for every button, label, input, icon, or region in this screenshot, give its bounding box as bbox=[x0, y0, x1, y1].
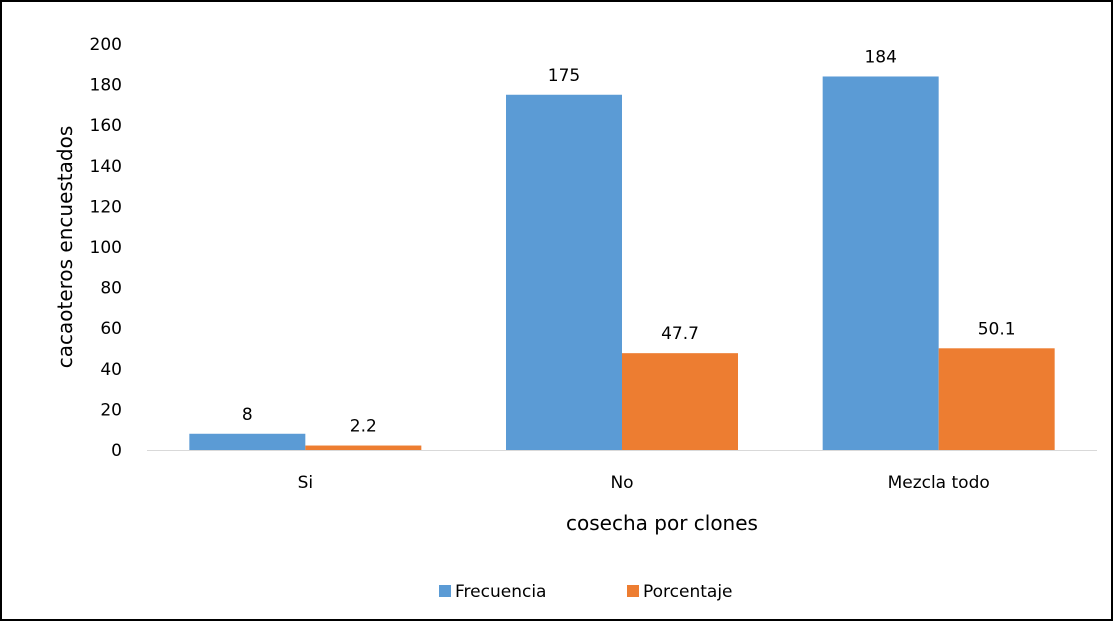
data-label-frecuencia-2: 184 bbox=[864, 47, 896, 67]
data-label-porcentaje-0: 2.2 bbox=[350, 417, 377, 437]
y-tick-label: 80 bbox=[100, 279, 122, 299]
y-tick-label: 0 bbox=[111, 441, 122, 461]
legend-swatch-porcentaje bbox=[627, 585, 639, 597]
y-tick-label: 20 bbox=[100, 400, 122, 420]
legend-label-porcentaje: Porcentaje bbox=[643, 582, 733, 602]
y-tick-label: 160 bbox=[90, 116, 122, 136]
bar-porcentaje-0 bbox=[305, 445, 422, 450]
x-tick-labels: Si No Mezcla todo bbox=[298, 473, 990, 493]
legend-label-frecuencia: Frecuencia bbox=[455, 582, 546, 602]
x-axis-title: cosecha por clones bbox=[566, 511, 758, 535]
y-tick-label: 100 bbox=[90, 238, 122, 258]
x-tick-label: Mezcla todo bbox=[888, 473, 990, 493]
bar-porcentaje-1 bbox=[622, 353, 738, 450]
data-label-frecuencia-0: 8 bbox=[242, 405, 253, 425]
y-tick-label: 200 bbox=[90, 35, 122, 55]
y-tick-label: 180 bbox=[90, 76, 122, 96]
y-tick-labels: 0 20 40 60 80 100 120 140 160 180 200 bbox=[90, 35, 122, 461]
data-label-porcentaje-2: 50.1 bbox=[978, 319, 1016, 339]
y-tick-label: 60 bbox=[100, 319, 122, 339]
bars bbox=[189, 76, 1055, 450]
bar-porcentaje-2 bbox=[938, 348, 1055, 450]
data-label-porcentaje-1: 47.7 bbox=[661, 324, 699, 344]
bar-frecuencia-2 bbox=[822, 76, 939, 450]
x-tick-label: Si bbox=[298, 473, 314, 493]
bar-frecuencia-1 bbox=[506, 94, 622, 450]
legend-swatch-frecuencia bbox=[439, 585, 451, 597]
data-labels: 8 2.2 175 47.7 184 50.1 bbox=[242, 47, 1016, 436]
y-tick-label: 120 bbox=[90, 197, 122, 217]
legend: Frecuencia Porcentaje bbox=[439, 582, 733, 602]
y-tick-label: 140 bbox=[90, 157, 122, 177]
data-label-frecuencia-1: 175 bbox=[548, 66, 580, 86]
y-tick-label: 40 bbox=[100, 360, 122, 380]
bar-frecuencia-0 bbox=[189, 433, 306, 450]
y-axis-title: cacaoteros encuestados bbox=[53, 126, 77, 369]
x-tick-label: No bbox=[610, 473, 633, 493]
